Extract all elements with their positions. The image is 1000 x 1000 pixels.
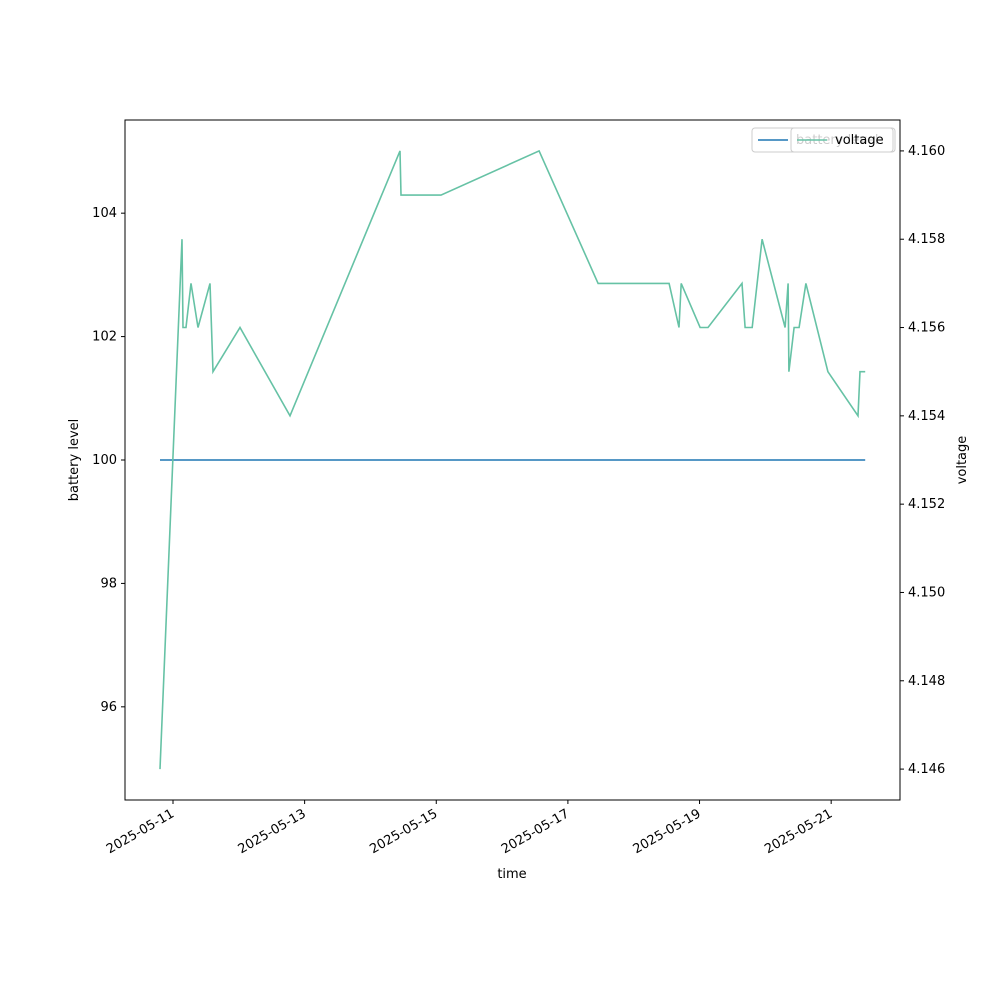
y2-tick-label: 4.148 [908, 674, 945, 689]
y-axis-label: battery level [67, 419, 82, 502]
y-tick-label: 98 [100, 576, 117, 591]
y2-tick-label: 4.158 [908, 232, 945, 247]
legend-label: voltage [835, 133, 884, 148]
y2-tick-label: 4.152 [908, 497, 945, 512]
y-tick-label: 104 [92, 206, 117, 221]
x-tick-label: 2025-05-11 [104, 806, 177, 857]
x-tick-label: 2025-05-17 [499, 806, 572, 857]
y-tick-label: 100 [92, 453, 117, 468]
y2-tick-label: 4.150 [908, 585, 945, 600]
x-tick-label: 2025-05-13 [236, 806, 309, 857]
series-line [159, 149, 866, 770]
legend-box [790, 127, 894, 153]
y-tick-label: 96 [100, 700, 117, 715]
y2-tick-label: 4.156 [908, 321, 945, 336]
x-tick-label: 2025-05-19 [631, 806, 704, 857]
x-axis-label: time [497, 867, 526, 882]
y2-tick-label: 4.154 [908, 409, 945, 424]
y2-axis-label: voltage [955, 436, 970, 485]
x-tick-label: 2025-05-15 [367, 806, 440, 857]
y2-tick-label: 4.146 [908, 762, 945, 777]
x-tick-label: 2025-05-21 [762, 806, 835, 857]
y-tick-label: 102 [92, 330, 117, 345]
y2-tick-label: 4.160 [908, 144, 945, 159]
